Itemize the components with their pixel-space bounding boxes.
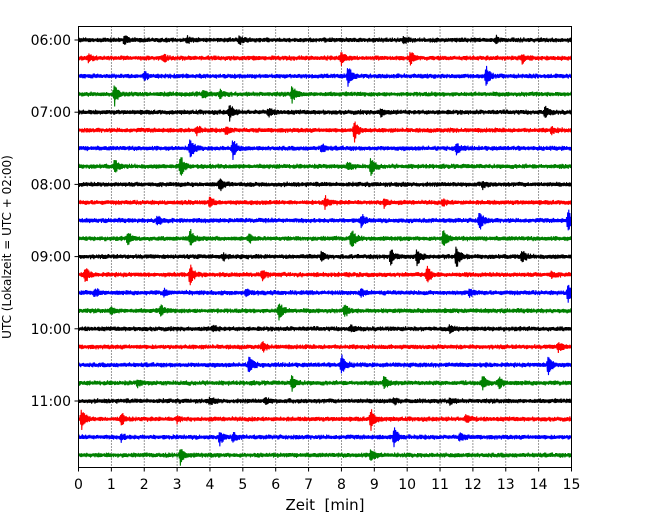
x-tick-label: 12 <box>464 477 482 493</box>
trace-0830 <box>77 209 573 231</box>
trace-0915 <box>77 264 573 286</box>
trace-1145 <box>77 449 573 466</box>
x-tick-label: 8 <box>337 477 346 493</box>
trace-1100 <box>77 396 573 406</box>
x-tick-label: 9 <box>370 477 379 493</box>
x-tick-label: 11 <box>431 477 449 493</box>
trace-0630 <box>77 65 573 87</box>
trace-0600 <box>77 34 573 46</box>
trace-0615 <box>77 51 573 66</box>
trace-0845 <box>77 229 573 247</box>
trace-0745 <box>77 157 573 176</box>
trace-0930 <box>77 284 573 303</box>
y-tick-label: 07:00 <box>31 105 71 121</box>
x-tick-label: 13 <box>497 477 515 493</box>
x-tick-label: 5 <box>238 477 247 493</box>
trace-1115 <box>77 409 573 431</box>
plot-frame <box>78 26 572 468</box>
x-tick-label: 4 <box>206 477 215 493</box>
x-tick-label: 3 <box>173 477 182 493</box>
x-tick-label: 7 <box>304 477 313 493</box>
seismic-traces <box>77 34 573 466</box>
y-tick-label: 06:00 <box>31 33 71 49</box>
x-axis: 0 1 2 3 4 5 6 7 8 9 10 11 12 13 14 15 <box>74 467 581 493</box>
y-axis: 06:00 07:00 08:00 09:00 10:00 11:00 <box>31 33 79 410</box>
trace-0945 <box>77 303 573 321</box>
x-tick-label: 10 <box>398 477 416 493</box>
x-tick-label: 6 <box>271 477 280 493</box>
trace-0715 <box>77 121 573 143</box>
y-axis-label: UTC (Lokalzeit = UTC + 02:00) <box>0 155 14 339</box>
trace-0645 <box>77 85 573 107</box>
trace-0815 <box>77 195 573 210</box>
y-tick-label: 09:00 <box>31 250 71 266</box>
x-tick-label: 2 <box>140 477 149 493</box>
x-axis-label: Zeit [min] <box>285 496 364 514</box>
y-tick-label: 11:00 <box>31 394 71 410</box>
x-tick-label: 1 <box>107 477 116 493</box>
trace-1000 <box>77 324 573 334</box>
x-tick-label: 14 <box>530 477 548 493</box>
trace-0900 <box>77 246 573 267</box>
trace-0800 <box>77 178 573 192</box>
trace-1030 <box>77 354 573 376</box>
x-tick-label: 0 <box>74 477 83 493</box>
y-tick-label: 10:00 <box>31 322 71 338</box>
y-tick-label: 08:00 <box>31 177 71 193</box>
trace-1045 <box>77 375 573 392</box>
trace-1015 <box>77 341 573 354</box>
trace-0730 <box>77 139 573 160</box>
x-tick-label: 15 <box>563 477 581 493</box>
trace-0700 <box>77 105 573 122</box>
trace-1130 <box>77 427 573 448</box>
